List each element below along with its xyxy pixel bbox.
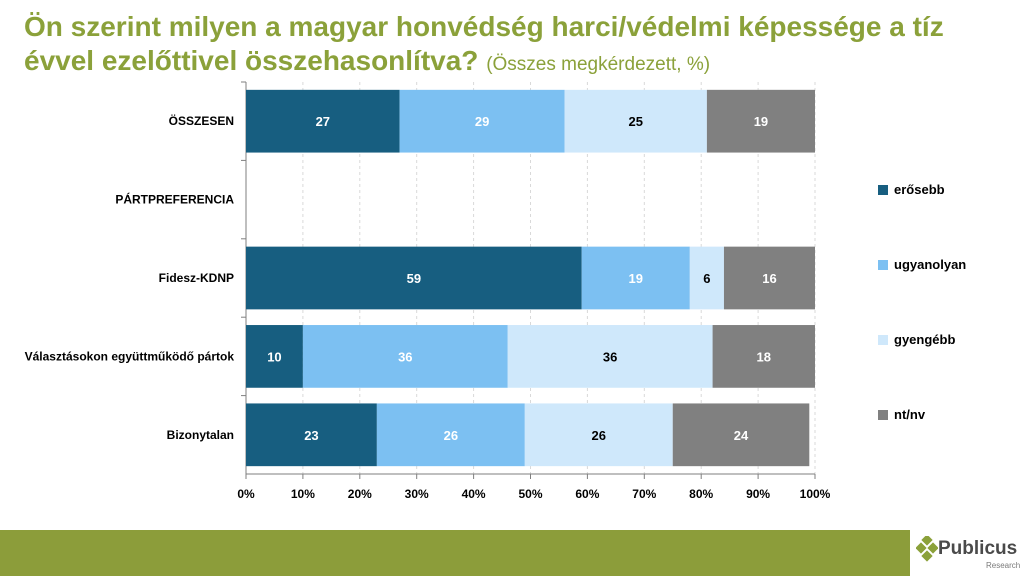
legend-label: ugyanolyan — [894, 257, 966, 272]
data-label: 19 — [754, 114, 768, 129]
x-tick-label: 60% — [575, 487, 599, 501]
footer-bar — [0, 530, 910, 576]
data-label: 24 — [734, 428, 749, 443]
data-label: 59 — [407, 271, 421, 286]
bar-segment — [246, 325, 303, 388]
data-label: 36 — [603, 349, 617, 364]
category-label: ÖSSZESEN — [169, 113, 234, 128]
bar-segment — [689, 246, 724, 310]
title-main: Ön szerint milyen a magyar honvédség har… — [24, 11, 944, 76]
bar-segment — [672, 403, 810, 467]
x-tick-label: 20% — [348, 487, 372, 501]
x-tick-label: 50% — [518, 487, 542, 501]
legend-swatch — [878, 335, 888, 345]
x-tick-label: 90% — [746, 487, 770, 501]
data-label: 19 — [629, 271, 643, 286]
bar-segment — [524, 403, 673, 467]
stacked-bar-chart: 0% 10% 20% 30% 40% 50% 60% 70% 80% 90% 100% ÖSSZESE… — [25, 81, 966, 501]
data-label: 29 — [475, 114, 489, 129]
data-label: 23 — [304, 428, 318, 443]
x-tick-label: 0% — [237, 487, 255, 501]
legend-label: nt/nv — [894, 407, 926, 422]
bar-segment — [376, 403, 525, 467]
legend-label: erősebb — [894, 182, 945, 197]
bar-segment — [564, 89, 707, 153]
data-label: 6 — [703, 271, 710, 286]
category-label: Bizonytalan — [167, 428, 234, 442]
logo-name: Publicus — [938, 538, 1018, 559]
legend-swatch — [878, 410, 888, 420]
logo-diamond-icon — [916, 536, 938, 562]
x-tick-label: 100% — [800, 487, 831, 501]
data-label: 26 — [444, 428, 458, 443]
bar-segment — [712, 325, 815, 388]
x-tick-label: 70% — [632, 487, 656, 501]
bar-segment — [302, 325, 508, 388]
bar-segment — [706, 89, 815, 153]
data-label: 36 — [398, 349, 412, 364]
category-label: Választásokon együttműködő pártok — [25, 349, 235, 363]
data-label: 18 — [757, 349, 771, 364]
chart-title: Ön szerint milyen a magyar honvédség har… — [24, 10, 1004, 82]
bar-segment — [246, 246, 582, 310]
bar-segment — [723, 246, 815, 310]
legend-swatch — [878, 260, 888, 270]
data-label: 25 — [629, 114, 643, 129]
publicus-logo: Publicus Research — [916, 532, 1024, 574]
x-tick-label: 30% — [405, 487, 429, 501]
bar-segment — [399, 89, 565, 153]
legend-label: gyengébb — [894, 332, 955, 347]
data-label: 10 — [267, 349, 281, 364]
logo-subtitle: Research — [986, 561, 1021, 570]
category-label: PÁRTPREFERENCIA — [115, 192, 234, 207]
data-label: 16 — [762, 271, 776, 286]
data-label: 26 — [592, 428, 606, 443]
data-label: 27 — [316, 114, 330, 129]
category-label: Fidesz-KDNP — [159, 271, 234, 285]
bar-segment — [507, 325, 713, 388]
bar-segment — [246, 89, 400, 153]
bar-segment — [581, 246, 690, 310]
x-tick-label: 80% — [689, 487, 713, 501]
title-subtitle: (Összes megkérdezett, %) — [486, 54, 711, 75]
x-tick-label: 40% — [462, 487, 486, 501]
bar-segment — [246, 403, 377, 467]
x-tick-label: 10% — [291, 487, 315, 501]
legend-swatch — [878, 185, 888, 195]
